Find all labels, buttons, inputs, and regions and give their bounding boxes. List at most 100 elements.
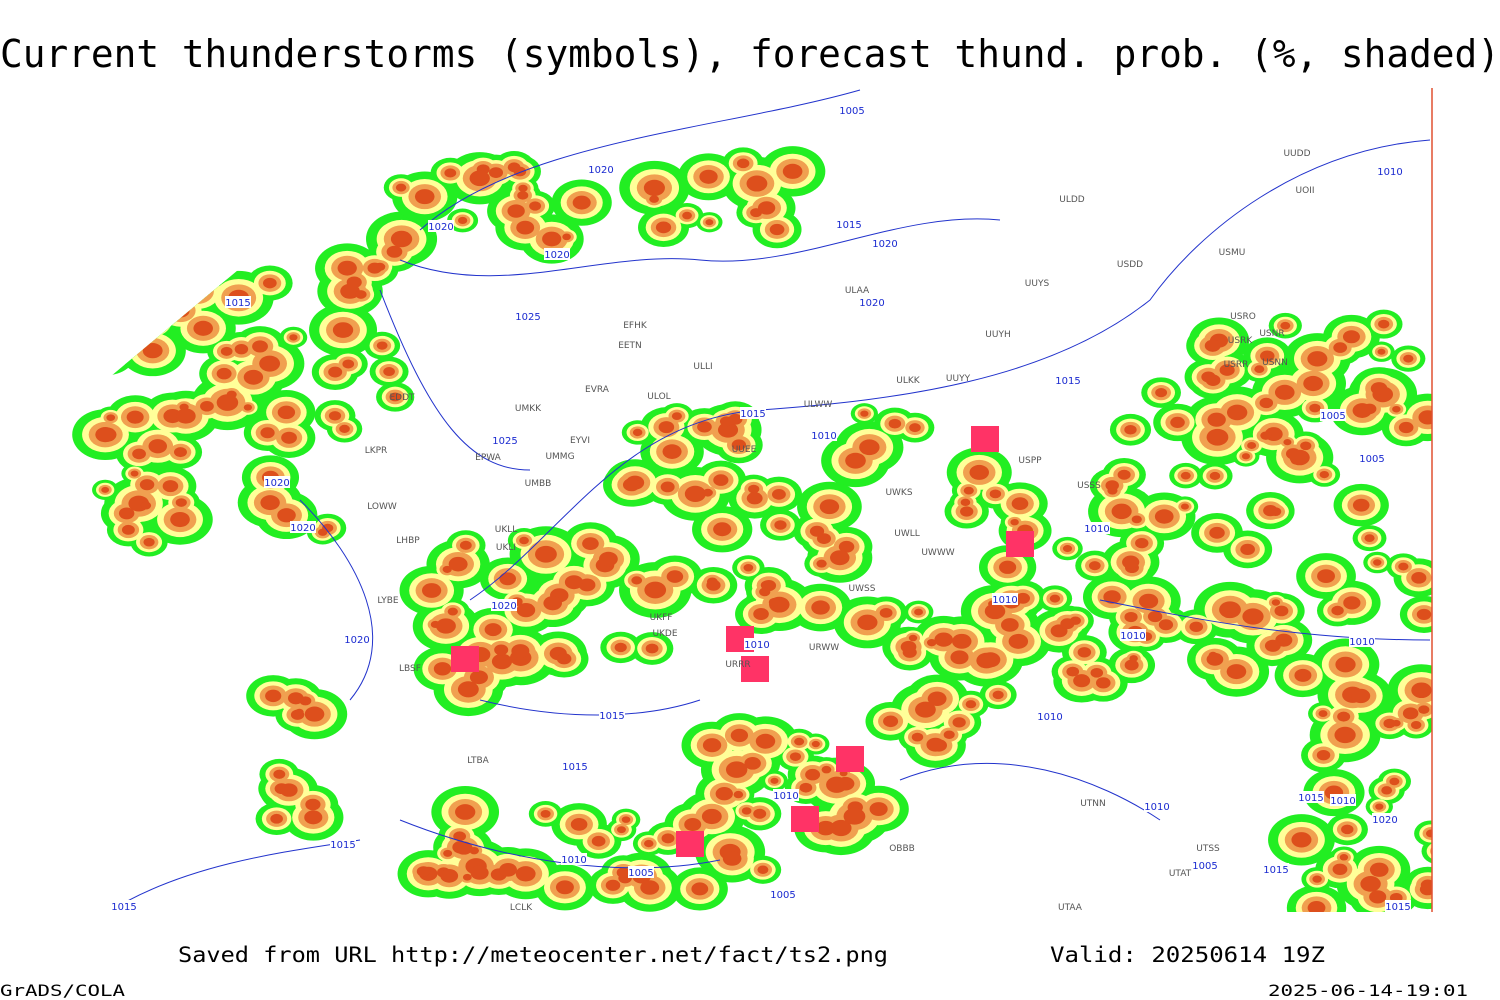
shade-blob — [469, 846, 479, 855]
shade-blob — [390, 230, 413, 248]
shade-blob — [1303, 375, 1323, 392]
shade-blob — [632, 428, 643, 437]
isobar-label-bg — [588, 163, 614, 175]
shade-blob — [148, 439, 168, 454]
shade-blob — [702, 488, 713, 497]
shade-blob — [149, 276, 183, 303]
shade-blob — [564, 575, 584, 590]
shade-blob — [1280, 321, 1291, 330]
storm-symbols — [676, 831, 704, 857]
isobar-label-bg — [561, 853, 587, 865]
isobar-label: 1015 — [1055, 376, 1080, 387]
isobar-label: 1015 — [1263, 865, 1288, 876]
shade-blob — [1403, 354, 1414, 363]
shade-blob — [1105, 480, 1119, 491]
shade-blob — [1077, 647, 1092, 658]
shade-blob — [927, 691, 947, 707]
shade-blob — [121, 524, 135, 535]
isobar-label: 1005 — [1320, 411, 1345, 422]
shade-blob — [969, 464, 989, 480]
station-code: UMMG — [545, 452, 574, 462]
shade-blob — [1416, 608, 1432, 620]
shade-blob — [234, 343, 249, 355]
shade-blob — [774, 520, 787, 530]
shade-blob — [1398, 562, 1409, 571]
isobar-label: 1005 — [1192, 861, 1217, 872]
isobar-label-bg — [1372, 813, 1398, 825]
shade-blob — [1060, 618, 1075, 630]
isobar-label: 1015 — [740, 409, 765, 420]
station-code: OBBB — [889, 844, 915, 854]
shade-blob — [346, 276, 362, 289]
shade-blob — [1411, 682, 1432, 699]
shade-blob — [960, 506, 974, 517]
isobar-label-bg — [872, 237, 898, 249]
shade-blob — [782, 163, 803, 179]
shade-blob — [846, 455, 862, 467]
shade-blob — [193, 320, 213, 336]
shade-blob — [243, 369, 264, 385]
isobar-label: 1010 — [1349, 637, 1374, 648]
shade-blob — [730, 728, 749, 743]
shade-blob — [1351, 688, 1371, 704]
shade-blob — [869, 802, 888, 816]
shade-blob — [643, 179, 665, 197]
shade-blob — [116, 288, 131, 299]
shade-blob — [1201, 371, 1216, 383]
shade-blob — [701, 808, 722, 825]
shade-blob — [118, 507, 135, 520]
station-code: ULAA — [845, 286, 870, 296]
isobar-label: 1015 — [599, 711, 624, 722]
shade-blob — [717, 422, 739, 438]
shade-blob — [1260, 431, 1272, 440]
isobar-label: 1020 — [1372, 815, 1397, 826]
shade-blob — [342, 359, 355, 369]
shade-blob — [605, 879, 621, 891]
shade-blob — [453, 831, 467, 842]
storm-symbols — [1006, 531, 1034, 557]
station-code: USRR — [1224, 360, 1249, 370]
isobar-label-bg — [1120, 629, 1146, 641]
shade-blob — [1263, 505, 1278, 517]
isobar-label: 1010 — [1084, 524, 1109, 535]
shade-blob — [263, 277, 277, 289]
isobar-label: 1020 — [428, 222, 453, 233]
isobar-label: 1005 — [1359, 454, 1384, 465]
shade-blob — [82, 239, 124, 271]
shade-blob — [926, 639, 937, 647]
shade-blob — [1124, 659, 1139, 671]
shade-blob — [952, 717, 966, 728]
shade-blob — [469, 170, 490, 187]
shade-blob — [132, 448, 146, 460]
shade-blob — [1434, 847, 1444, 855]
isobar-label-bg — [330, 838, 356, 850]
shade-blob — [1383, 718, 1396, 729]
isobar-label-bg — [225, 296, 251, 308]
shade-blob — [702, 738, 722, 753]
station-code: UWSS — [849, 584, 876, 594]
shade-blob — [1341, 824, 1354, 835]
shade-blob — [1337, 711, 1351, 722]
isobar-label: 1005 — [770, 890, 795, 901]
shade-blob — [332, 322, 354, 338]
shade-blob — [1378, 319, 1390, 329]
shade-blob — [337, 260, 357, 276]
shade-blob — [175, 408, 196, 424]
shade-blob — [809, 525, 825, 537]
isobar-label: 1025 — [515, 312, 540, 323]
shade-blob — [1369, 862, 1389, 877]
shade-blob — [1312, 875, 1322, 883]
shade-blob — [281, 431, 297, 444]
shade-blob — [304, 810, 323, 825]
isobar-label: 1015 — [330, 840, 355, 851]
station-code: ULOL — [647, 392, 670, 402]
shade-blob — [494, 644, 509, 656]
shade-blob — [1291, 832, 1312, 848]
shade-blob — [516, 603, 536, 618]
isobar-label-bg — [562, 760, 588, 772]
shade-blob — [1418, 705, 1430, 714]
shade-blob — [1335, 656, 1356, 673]
shade-blob — [1319, 470, 1330, 479]
shade-blob — [1206, 428, 1229, 446]
shade-blob — [757, 201, 776, 215]
